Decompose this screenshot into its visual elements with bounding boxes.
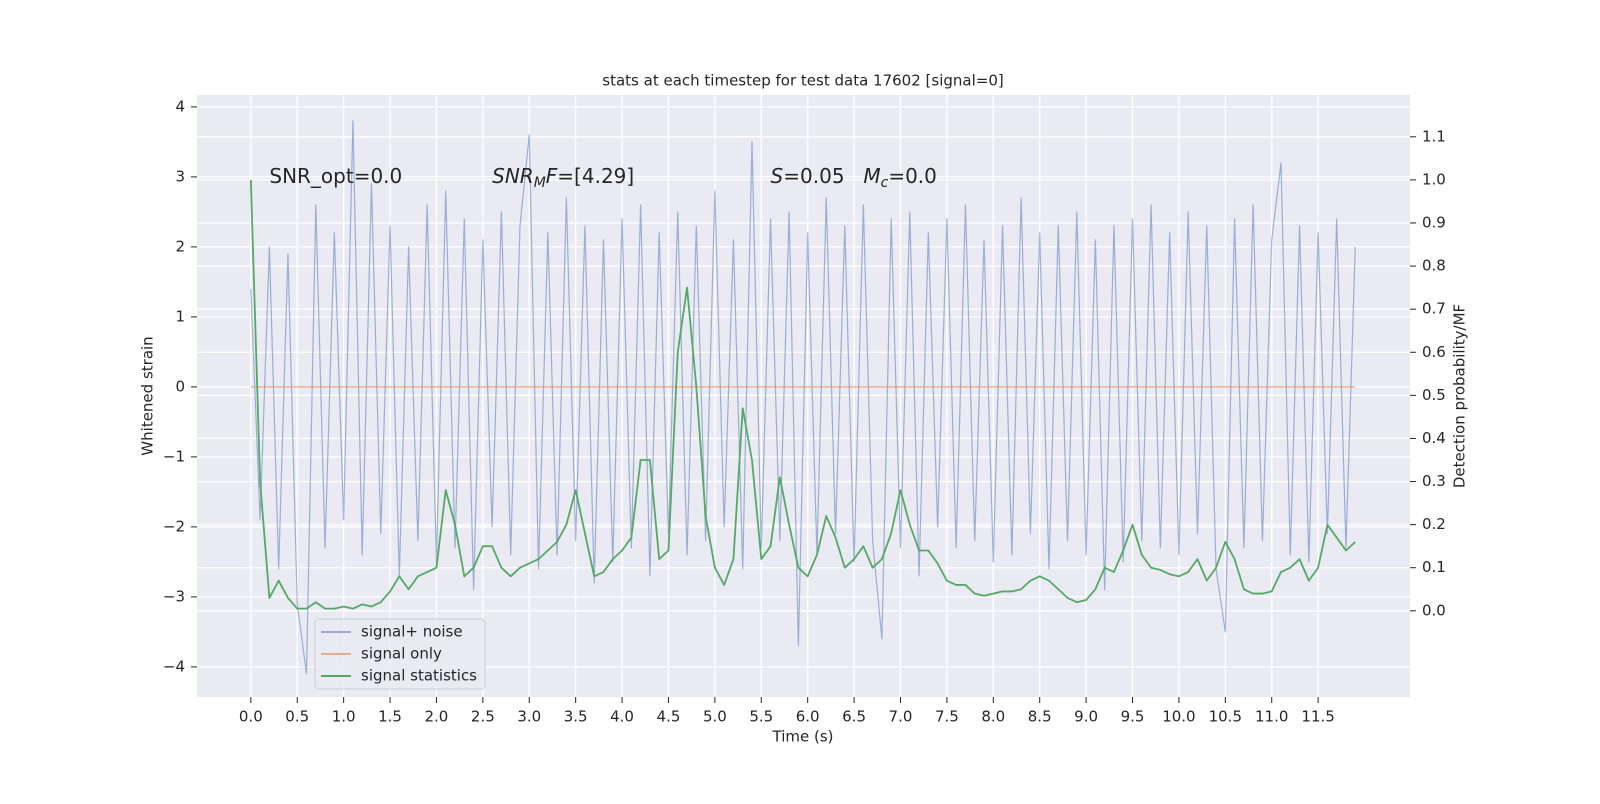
x-tick-label: 11.0 <box>1255 708 1288 726</box>
legend: signal+ noise signal only signal statistic… <box>314 618 486 690</box>
x-axis-label: Time (s) <box>772 728 834 746</box>
y2-tick-label: 0.2 <box>1422 515 1446 533</box>
annotation-part: S <box>771 163 784 187</box>
annotation-part: =0.05 <box>783 163 844 187</box>
y-tick-label: 1 <box>175 307 185 325</box>
annotation-part: =0.0 <box>888 163 937 187</box>
y2-tick-label: 0.0 <box>1422 601 1446 619</box>
y2-tick-label: 1.1 <box>1422 127 1446 145</box>
y2-tick-label: 0.7 <box>1422 300 1446 318</box>
y-tick-label: 2 <box>175 237 185 255</box>
chart-title: stats at each timestep for test data 176… <box>602 72 1003 90</box>
y-tick-label: 4 <box>175 97 185 115</box>
legend-label: signal statistics <box>361 667 477 685</box>
x-tick-label: 5.5 <box>749 708 773 726</box>
x-tick-label: 8.0 <box>981 708 1005 726</box>
y-tick-label: −4 <box>163 657 185 675</box>
y2-tick-label: 0.8 <box>1422 257 1446 275</box>
y-tick-label: −2 <box>163 517 185 535</box>
x-tick-label: 4.5 <box>657 708 681 726</box>
annotation-part: M <box>863 163 880 187</box>
series-line <box>250 120 1356 675</box>
x-tick-label: 10.5 <box>1209 708 1242 726</box>
x-tick-label: 1.0 <box>332 708 356 726</box>
x-tick-label: 2.5 <box>471 708 495 726</box>
y-axis-label: Whitened strain <box>139 336 157 455</box>
legend-box <box>314 618 486 690</box>
annotation: SNR_opt=0.0 <box>269 163 402 187</box>
x-tick-label: 1.5 <box>378 708 402 726</box>
x-tick-label: 7.0 <box>889 708 913 726</box>
series-line <box>249 179 1356 610</box>
annotation-part: c <box>881 175 889 191</box>
x-tick-label: 6.0 <box>796 708 820 726</box>
grid <box>191 95 1416 703</box>
x-tick-label: 3.5 <box>564 708 588 726</box>
annotation-part: SNR_opt=0.0 <box>269 163 402 187</box>
y-tick-label: −1 <box>163 447 185 465</box>
x-tick-label: 6.5 <box>842 708 866 726</box>
annotation-part: =[4.29] <box>557 163 634 187</box>
annotation-part: F <box>546 163 558 187</box>
x-tick-label: 9.0 <box>1074 708 1098 726</box>
y-tick-label: 0 <box>175 377 185 395</box>
marks <box>249 120 1356 675</box>
legend-label: signal+ noise <box>361 623 463 641</box>
annotation: Mc=0.0 <box>863 163 937 191</box>
x-tick-label: 5.0 <box>703 708 727 726</box>
y2-tick-label: 0.4 <box>1422 429 1446 447</box>
x-tick-label: 10.0 <box>1162 708 1195 726</box>
y-tick-label: 3 <box>175 167 185 185</box>
y2-tick-label: 0.5 <box>1422 386 1446 404</box>
y2-axis-label: Detection probability/MF <box>1451 304 1469 488</box>
x-tick-label: 11.5 <box>1301 708 1334 726</box>
y2-tick-label: 0.6 <box>1422 343 1446 361</box>
x-tick-label: 8.5 <box>1028 708 1052 726</box>
y2-tick-label: 0.3 <box>1422 472 1446 490</box>
x-tick-label: 2.0 <box>425 708 449 726</box>
y2-tick-label: 0.9 <box>1422 213 1446 231</box>
x-tick-label: 3.0 <box>517 708 541 726</box>
y-tick-label: −3 <box>163 587 185 605</box>
y2-tick-label: 0.1 <box>1422 558 1446 576</box>
labels: 0.0 0.5 1.0 1.5 2.0 2.5 3.0 3.5 4.0 4.5 5.0 5.5 6.0 6… <box>163 97 1446 725</box>
x-tick-label: 9.5 <box>1121 708 1145 726</box>
annotation: SNRMF=[4.29] <box>492 163 634 191</box>
x-tick-label: 0.0 <box>239 708 263 726</box>
x-tick-label: 7.5 <box>935 708 959 726</box>
annotation-part: M <box>534 175 546 191</box>
x-tick-label: 4.0 <box>610 708 634 726</box>
annotation: S=0.05 <box>771 163 845 187</box>
legend-label: signal only <box>361 645 442 663</box>
annotation-part: SNR <box>492 163 534 187</box>
x-tick-label: 0.5 <box>285 708 309 726</box>
y2-tick-label: 1.0 <box>1422 170 1446 188</box>
